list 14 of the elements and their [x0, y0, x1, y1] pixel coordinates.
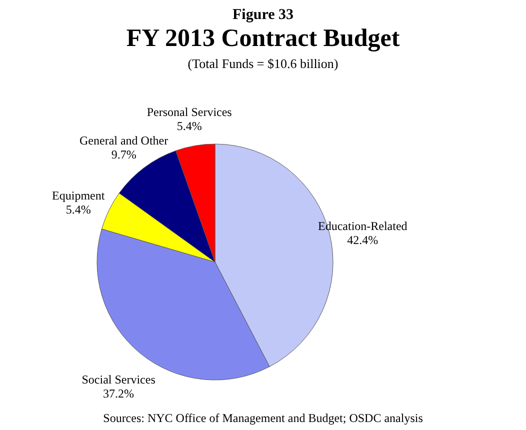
- chart-title: FY 2013 Contract Budget: [126, 25, 400, 52]
- data-label: 42.4%: [347, 232, 378, 247]
- data-label: 9.7%: [111, 147, 136, 162]
- slice-label: Education-Related: [318, 218, 408, 233]
- chart-subtitle: (Total Funds = $10.6 billion): [188, 56, 338, 71]
- data-label: 37.2%: [103, 386, 134, 400]
- caption: Figure 33: [232, 7, 294, 23]
- slice-label: Equipment: [52, 188, 106, 202]
- data-label: 5.4%: [66, 202, 91, 216]
- slice-label: Social Services: [82, 372, 156, 386]
- slice-label: General and Other: [80, 133, 168, 148]
- slice-label: Personal Services: [146, 105, 232, 120]
- data-label: 5.4%: [176, 119, 202, 134]
- source-note: Sources: NYC Office of Management and Budget; OSDC analysis: [103, 411, 424, 425]
